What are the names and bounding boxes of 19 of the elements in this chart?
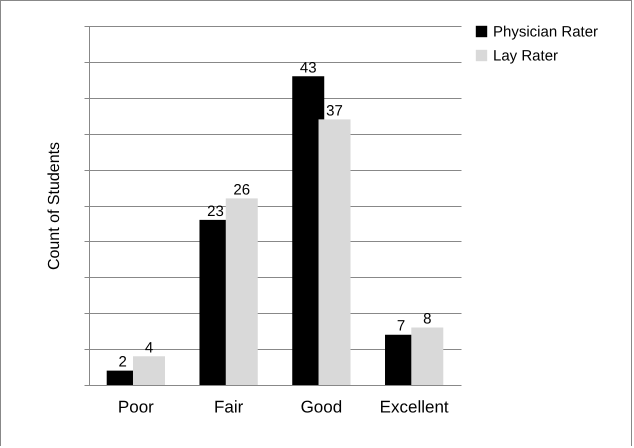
data-label: 37 xyxy=(326,102,343,120)
legend-label: Lay Rater xyxy=(493,48,558,64)
x-tick-label: Good xyxy=(300,398,342,416)
data-label: 26 xyxy=(233,181,250,198)
y-axis-title: Count of Students xyxy=(46,142,63,270)
bar xyxy=(411,328,444,385)
data-label: 2 xyxy=(118,354,127,371)
x-tick-label: Fair xyxy=(214,398,244,416)
data-label: 4 xyxy=(144,339,154,356)
bar xyxy=(226,198,258,385)
data-label: 7 xyxy=(396,318,406,335)
x-tick-label: Poor xyxy=(118,398,154,416)
data-label: 8 xyxy=(423,310,432,328)
x-tick-label: Excellent xyxy=(380,398,449,416)
bar xyxy=(318,119,351,385)
data-label: 23 xyxy=(207,202,224,220)
legend-label: Physician Rater xyxy=(493,24,598,40)
bar xyxy=(132,356,165,385)
data-label: 43 xyxy=(300,59,317,76)
